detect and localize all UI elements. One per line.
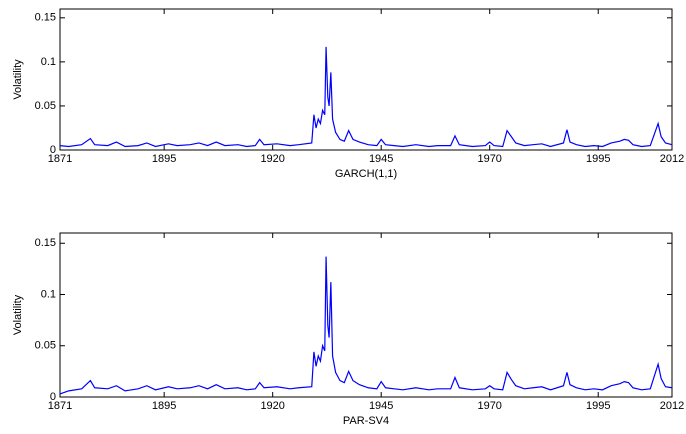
y-axis-label: Volatility [12,59,24,100]
y-tick-label: 0.1 [41,288,56,300]
x-tick-label: 1970 [477,153,501,165]
x-tick-label: 1995 [586,153,610,165]
x-tick-label: 1920 [260,153,284,165]
x-tick-label: 1945 [369,153,393,165]
y-tick-label: 0.05 [35,100,56,112]
x-tick-label: 2012 [660,400,684,412]
x-tick-label: 1995 [586,400,610,412]
x-tick-label: 2012 [660,153,684,165]
y-tick-label: 0.1 [41,56,56,68]
y-tick-label: 0 [50,144,56,156]
plot-area [59,232,673,398]
series-line [59,256,673,395]
x-tick-label: 1970 [477,400,501,412]
y-axis-label: Volatility [12,294,24,335]
y-tick-label: 0.15 [35,12,56,24]
y-tick-label: 0 [50,391,56,403]
x-tick-label: 1871 [48,400,72,412]
plot-area [59,8,673,151]
x-axis-label: GARCH(1,1) [335,168,397,180]
x-tick-label: 1895 [152,153,176,165]
y-tick-label: 0.05 [35,340,56,352]
x-tick-label: 1895 [152,400,176,412]
x-tick-label: 1871 [48,153,72,165]
x-axis-label: PAR-SV4 [343,415,389,427]
x-tick-label: 1920 [260,400,284,412]
series-line [59,46,673,148]
y-tick-label: 0.15 [35,237,56,249]
x-tick-label: 1945 [369,400,393,412]
